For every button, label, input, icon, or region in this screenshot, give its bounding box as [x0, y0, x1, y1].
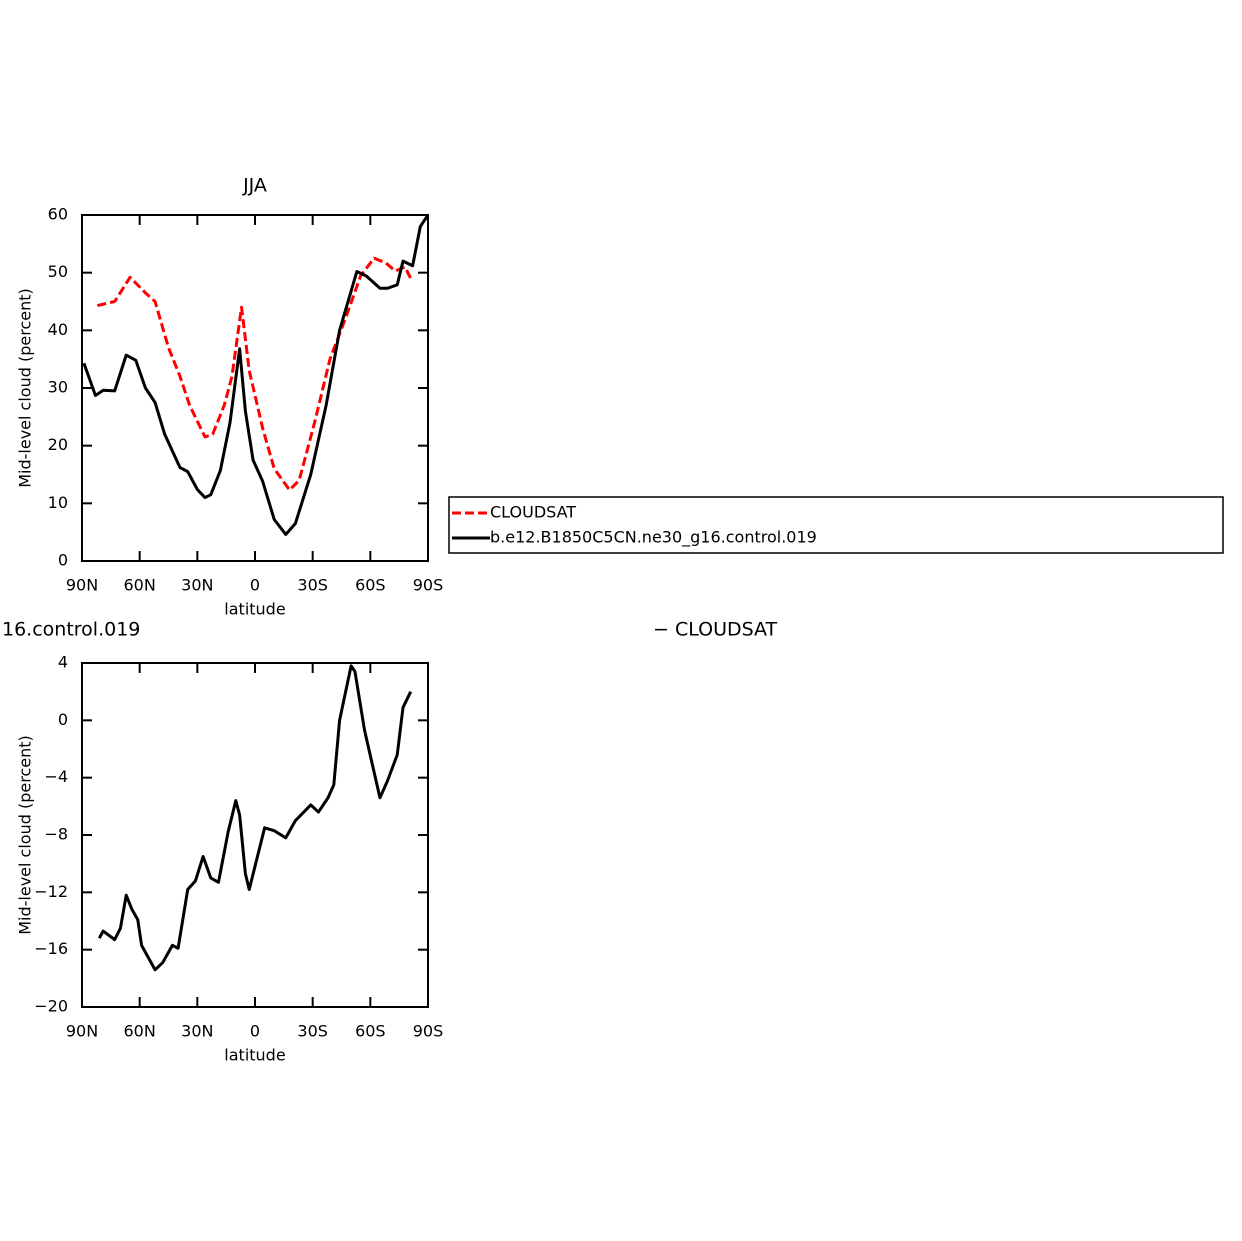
x-tick-label: 0 — [250, 1022, 260, 1041]
x-tick-label: 60N — [124, 576, 156, 595]
x-axis-label: latitude — [224, 600, 285, 619]
legend-box — [448, 496, 1224, 554]
x-tick-label: 60N — [124, 1022, 156, 1041]
y-tick-label: 20 — [48, 435, 68, 454]
data-line — [97, 664, 413, 972]
legend-label: b.e12.B1850C5CN.ne30_g16.control.019 — [490, 528, 817, 548]
plot-frame — [81, 214, 429, 562]
y-tick-label: 0 — [58, 551, 68, 570]
y-axis-label: Mid-level cloud (percent) — [16, 288, 35, 488]
y-tick-label: 30 — [48, 378, 68, 397]
y-tick-label: 40 — [48, 320, 68, 339]
data-line — [97, 256, 413, 492]
x-tick-label: 30S — [297, 576, 328, 595]
y-axis-label: Mid-level cloud (percent) — [16, 735, 35, 935]
y-tick-label: 0 — [58, 710, 68, 729]
x-tick-label: 30N — [181, 1022, 213, 1041]
y-tick-label: 50 — [48, 262, 68, 281]
x-tick-label: 0 — [250, 576, 260, 595]
y-tick-label: 60 — [48, 205, 68, 224]
chart-title: − CLOUDSAT — [653, 619, 778, 641]
y-tick-label: −20 — [34, 997, 68, 1016]
y-tick-label: −8 — [44, 825, 68, 844]
legend-label: CLOUDSAT — [490, 503, 576, 522]
y-tick-label: 4 — [58, 653, 68, 672]
plot-frame — [81, 662, 429, 1008]
x-tick-label: 90S — [413, 1022, 444, 1041]
y-tick-label: 10 — [48, 493, 68, 512]
x-axis-label: latitude — [224, 1046, 285, 1065]
chart-title: 16.control.019 — [2, 619, 140, 641]
y-tick-label: −16 — [34, 939, 68, 958]
x-tick-label: 90S — [413, 576, 444, 595]
data-line — [82, 214, 430, 536]
x-tick-label: 90N — [66, 576, 98, 595]
chart-title: JJA — [242, 175, 267, 197]
y-tick-label: −4 — [44, 767, 68, 786]
x-tick-label: 30S — [297, 1022, 328, 1041]
x-tick-label: 60S — [355, 1022, 386, 1041]
x-tick-label: 90N — [66, 1022, 98, 1041]
x-tick-label: 30N — [181, 576, 213, 595]
y-tick-label: −12 — [34, 882, 68, 901]
x-tick-label: 60S — [355, 576, 386, 595]
